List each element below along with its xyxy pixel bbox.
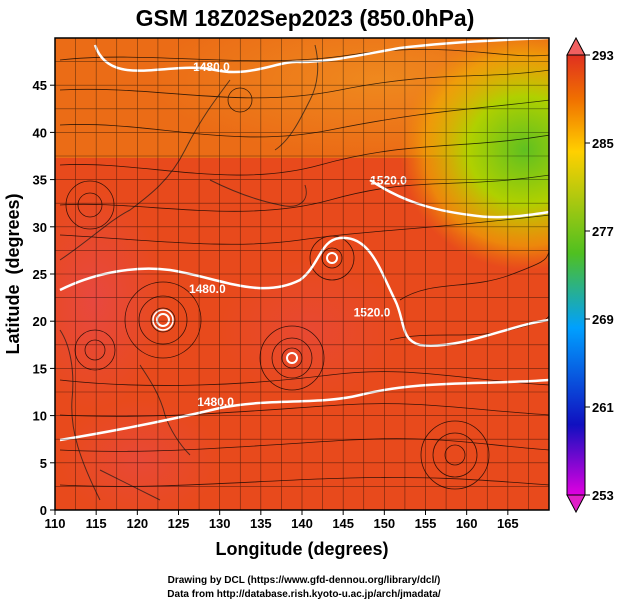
x-axis-ticks: 110 115 120 125 130 135 140 145 150 155 160 165 xyxy=(45,510,519,531)
y-tick-label: 25 xyxy=(33,267,47,282)
colorbar: 253 261 269 277 285 293 xyxy=(566,36,614,514)
contour-label: 1480.0 xyxy=(189,282,226,296)
y-tick-label: 30 xyxy=(33,220,47,235)
x-tick-label: 165 xyxy=(497,516,519,531)
contour-label: 1480.0 xyxy=(197,395,234,409)
contour-label: 1520.0 xyxy=(354,305,391,319)
x-tick-label: 145 xyxy=(332,516,354,531)
temperature-hot-spot-center xyxy=(220,260,400,400)
contour-labels: 1480.0 1520.0 1480.0 1520.0 1480.0 xyxy=(189,60,407,409)
x-tick-label: 110 xyxy=(45,516,66,531)
y-tick-label: 0 xyxy=(40,503,47,518)
contour-label: 1520.0 xyxy=(370,173,407,187)
credit-line-2: Data from http://database.rish.kyoto-u.a… xyxy=(167,589,441,600)
y-tick-label: 40 xyxy=(33,125,47,140)
colorbar-tick-label: 253 xyxy=(592,488,614,503)
colorbar-top-arrow xyxy=(566,36,586,56)
x-tick-label: 140 xyxy=(291,516,313,531)
y-tick-label: 45 xyxy=(33,78,47,93)
colorbar-tick-label: 285 xyxy=(592,136,614,151)
gridlines xyxy=(55,38,549,510)
colorbar-tick-label: 277 xyxy=(592,224,614,239)
x-tick-label: 135 xyxy=(250,516,272,531)
x-tick-label: 130 xyxy=(209,516,231,531)
y-axis-title: Latitude (degrees) xyxy=(3,193,23,354)
x-axis-title: Longitude (degrees) xyxy=(215,539,388,559)
x-tick-label: 160 xyxy=(456,516,478,531)
y-tick-label: 35 xyxy=(33,173,47,188)
colorbar-bottom-arrow xyxy=(566,494,586,514)
y-axis-ticks: 0 5 10 15 20 25 30 35 40 45 xyxy=(33,78,55,518)
x-tick-label: 125 xyxy=(168,516,190,531)
x-tick-label: 115 xyxy=(86,516,107,531)
colorbar-tick-label: 261 xyxy=(592,400,614,415)
height-contours xyxy=(59,38,549,442)
coastlines xyxy=(59,44,319,501)
temperature-cool-northeast xyxy=(400,38,549,270)
credit-line-1: Drawing by DCL (https://www.gfd-dennou.o… xyxy=(168,575,441,586)
y-tick-label: 5 xyxy=(40,456,47,471)
colorbar-tick-label: 269 xyxy=(592,312,614,327)
chart-title: GSM 18Z02Sep2023 (850.0hPa) xyxy=(136,5,475,31)
y-tick-label: 15 xyxy=(33,361,47,376)
x-tick-label: 150 xyxy=(373,516,395,531)
colorbar-tick-label: 293 xyxy=(592,48,614,63)
colorbar-ticks: 253 261 269 277 285 293 xyxy=(585,48,614,503)
y-tick-label: 20 xyxy=(33,314,47,329)
contour-label: 1480.0 xyxy=(193,60,230,74)
temperature-hot-spot-southwest xyxy=(60,400,220,510)
x-tick-label: 155 xyxy=(415,516,437,531)
colorbar-ramp xyxy=(566,54,586,496)
x-tick-label: 120 xyxy=(126,516,148,531)
plot-area: 1480.0 1520.0 1480.0 1520.0 1480.0 xyxy=(55,38,549,510)
y-tick-label: 10 xyxy=(33,409,47,424)
